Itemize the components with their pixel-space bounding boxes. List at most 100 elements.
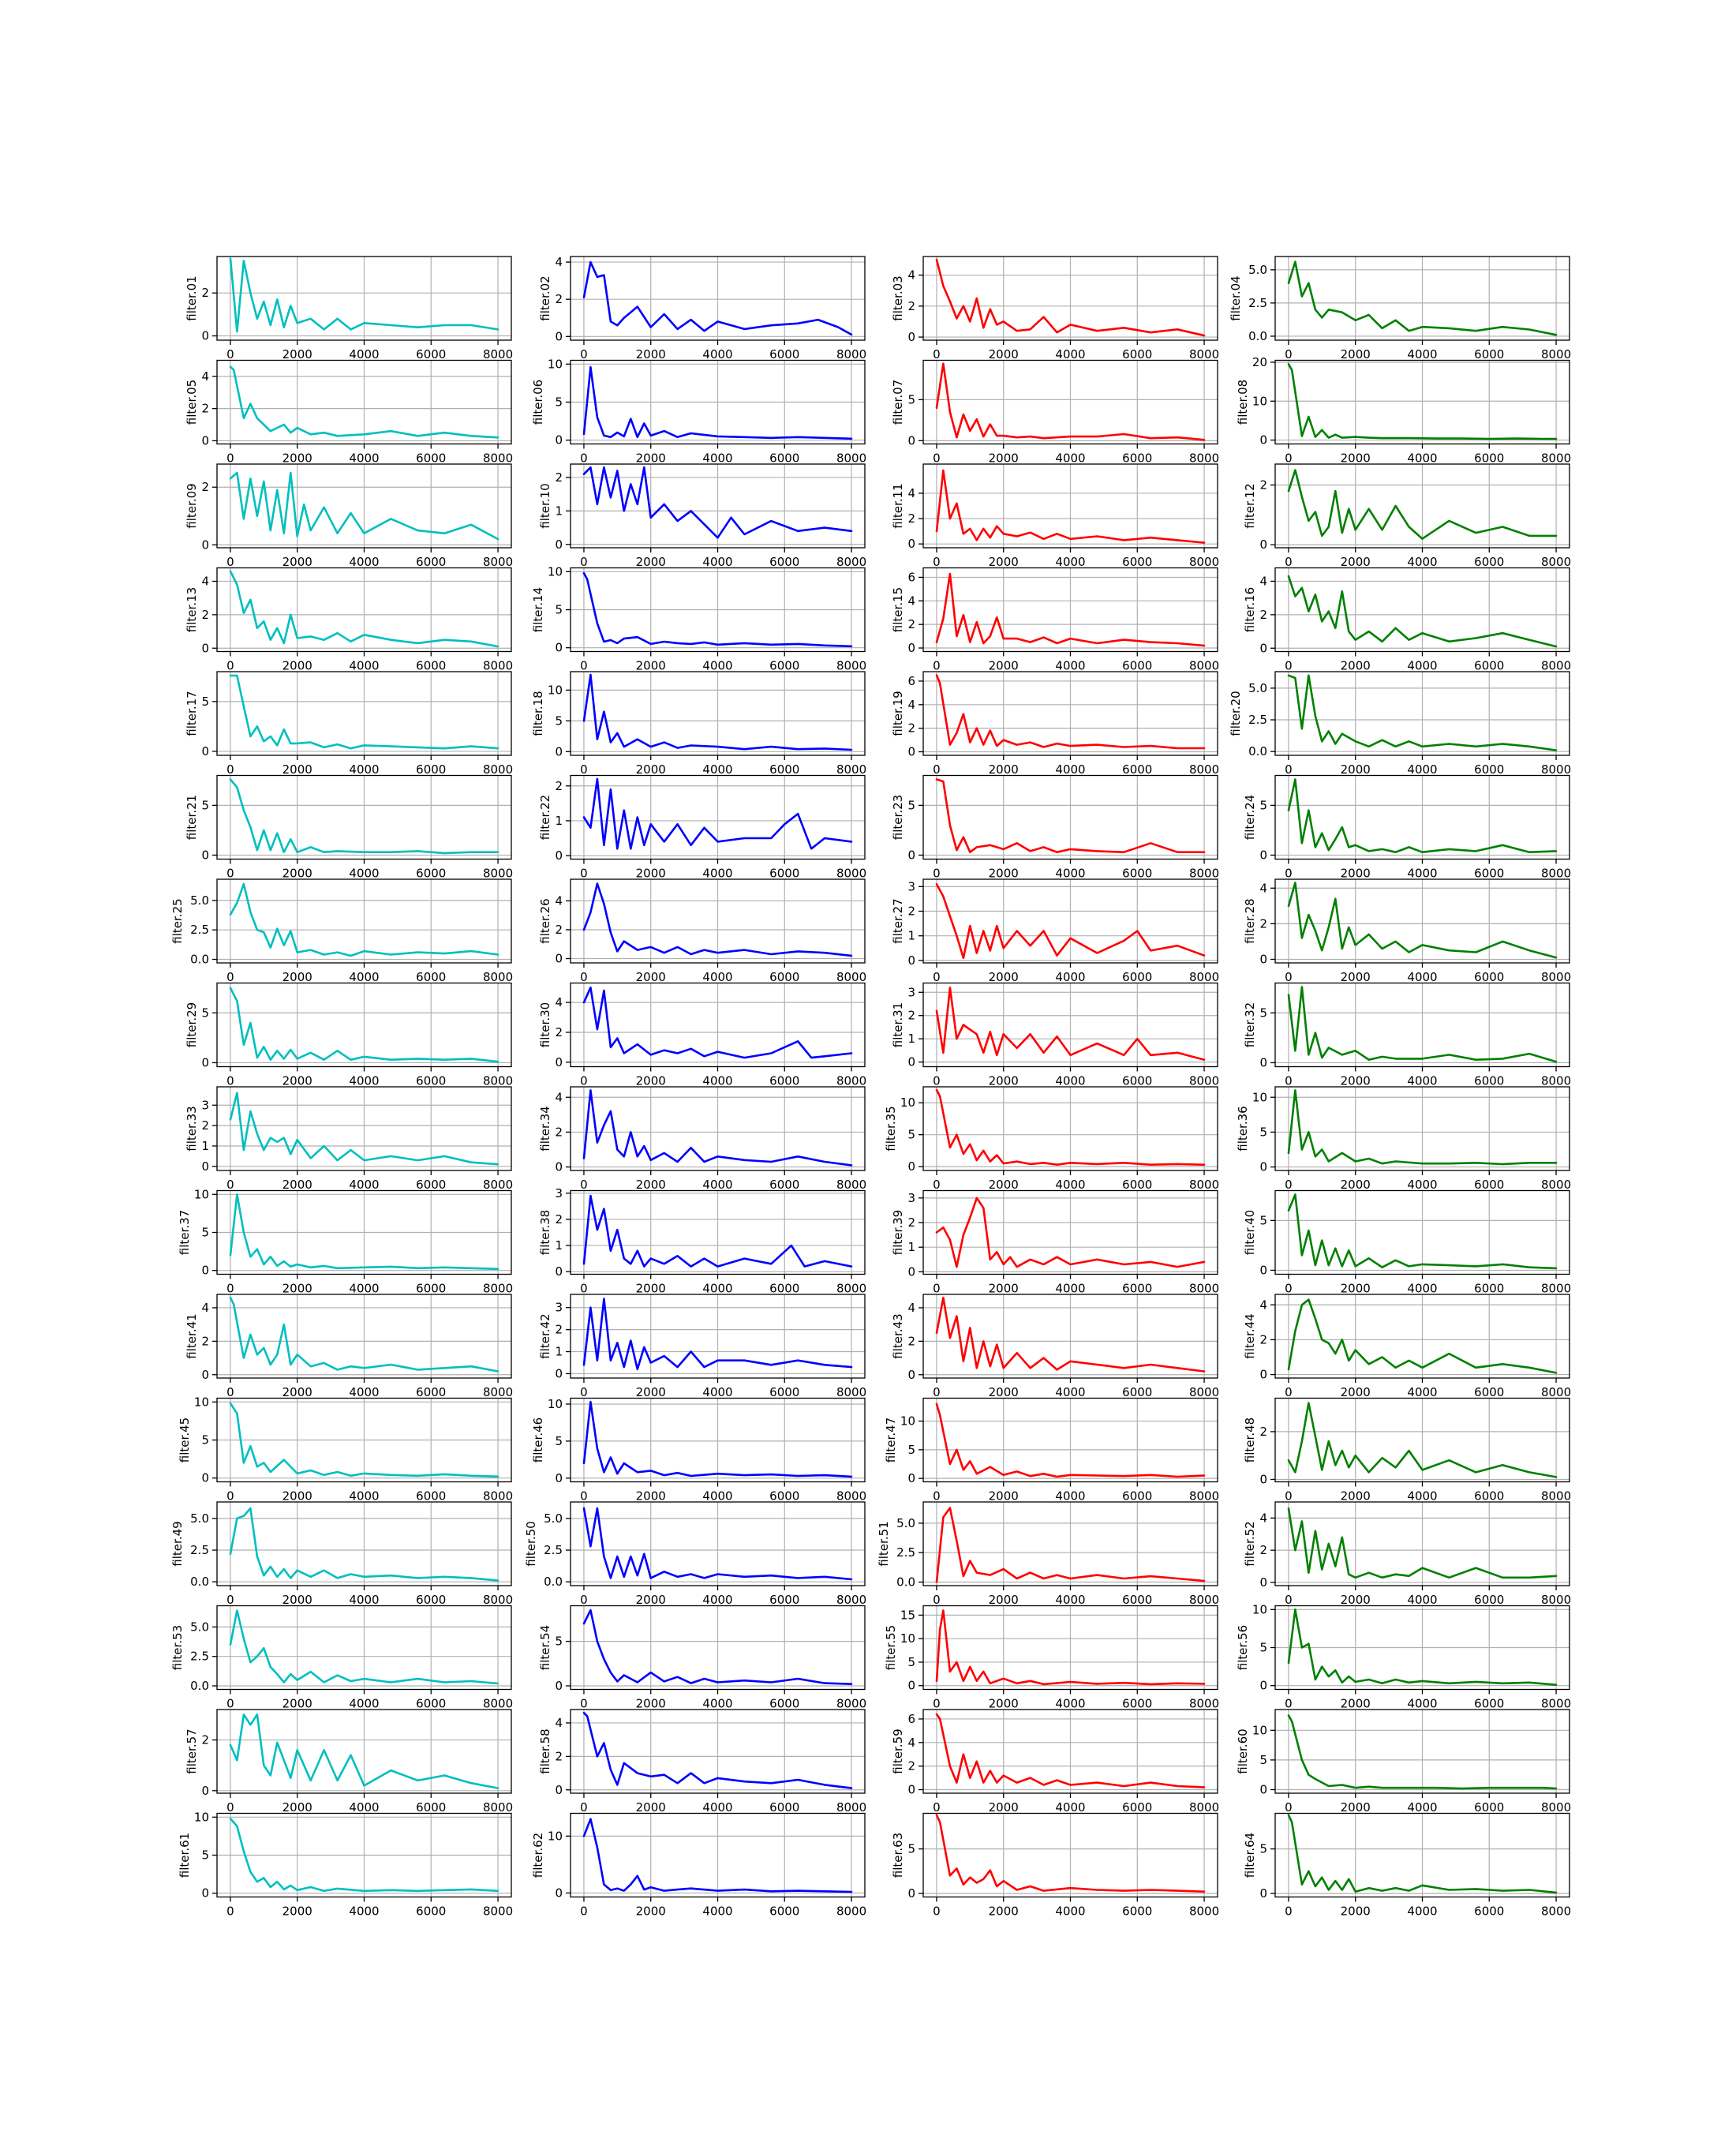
x-tick-label: 6000 — [769, 867, 799, 881]
x-tick-label: 6000 — [1474, 1178, 1504, 1192]
y-tick-label: 15 — [900, 1608, 915, 1622]
x-tick-label: 6000 — [416, 1593, 446, 1607]
x-tick-label: 4000 — [1407, 347, 1437, 361]
x-tick-label: 0 — [1285, 1178, 1293, 1192]
x-tick-label: 6000 — [769, 1593, 799, 1607]
x-tick-label: 4000 — [1055, 970, 1085, 984]
x-tick-label: 2000 — [989, 1074, 1019, 1088]
y-tick-label: 6 — [907, 1712, 915, 1726]
x-tick-label: 6000 — [769, 659, 799, 673]
series-line-filter-47 — [935, 1403, 1206, 1478]
x-tick-label: 0 — [580, 867, 588, 881]
y-axis-label: filter.27 — [891, 898, 905, 943]
y-tick-label: 1 — [555, 814, 563, 828]
y-tick-label: 2 — [907, 617, 915, 631]
x-tick-label: 8000 — [483, 1904, 513, 1919]
y-tick-label: 10 — [1252, 1723, 1267, 1737]
x-tick-label: 6000 — [416, 347, 446, 361]
y-tick-label: 2 — [555, 923, 563, 937]
series-line-filter-41 — [229, 1296, 499, 1373]
x-tick-label: 2000 — [1341, 1904, 1371, 1919]
x-tick-label: 6000 — [1474, 659, 1504, 673]
y-tick-label: 1 — [555, 504, 563, 518]
y-tick-label: 0 — [555, 1366, 563, 1380]
x-tick-label: 4000 — [1407, 451, 1437, 466]
x-tick-label: 6000 — [1474, 451, 1504, 466]
x-tick-label: 6000 — [1474, 1282, 1504, 1296]
x-tick-label: 4000 — [1407, 970, 1437, 984]
y-tick-label: 0 — [555, 537, 563, 552]
x-tick-label: 8000 — [836, 1904, 866, 1919]
y-tick-label: 1 — [907, 1240, 915, 1254]
x-tick-label: 8000 — [1189, 1904, 1219, 1919]
y-tick-label: 2 — [555, 470, 563, 485]
x-tick-label: 4000 — [702, 970, 732, 984]
x-tick-label: 4000 — [702, 1282, 732, 1296]
y-tick-label: 0.0 — [896, 1575, 915, 1590]
x-tick-label: 0 — [933, 1904, 941, 1919]
y-tick-label: 3 — [555, 1186, 563, 1200]
y-tick-label: 2 — [1259, 916, 1267, 931]
x-tick-label: 2000 — [1341, 555, 1371, 569]
y-axis-label: filter.62 — [531, 1833, 545, 1878]
series-line-filter-62 — [582, 1818, 853, 1893]
y-tick-label: 4 — [1259, 1511, 1267, 1525]
y-tick-label: 2 — [907, 1334, 915, 1348]
y-axis-label: filter.11 — [891, 483, 905, 528]
y-tick-label: 5 — [1259, 1842, 1267, 1856]
x-tick-label: 6000 — [1474, 867, 1504, 881]
y-tick-label: 0 — [907, 537, 915, 551]
y-tick-label: 4 — [907, 698, 915, 712]
x-tick-label: 2000 — [282, 1697, 312, 1711]
series-line-filter-14 — [582, 571, 853, 648]
y-axis-label: filter.09 — [185, 483, 199, 528]
y-tick-label: 0 — [1259, 1263, 1267, 1277]
y-tick-label: 0 — [907, 1471, 915, 1485]
x-tick-label: 6000 — [1122, 1489, 1152, 1504]
y-tick-label: 0 — [555, 1264, 563, 1279]
x-tick-label: 8000 — [1541, 762, 1571, 777]
y-tick-label: 0 — [1259, 1055, 1267, 1069]
y-tick-label: 5 — [907, 798, 915, 812]
x-tick-label: 0 — [1285, 555, 1293, 569]
x-tick-label: 0 — [226, 1697, 234, 1711]
y-tick-label: 0 — [907, 641, 915, 655]
y-tick-label: 0 — [201, 1264, 209, 1278]
y-axis-label: filter.25 — [170, 898, 185, 943]
x-tick-label: 6000 — [1474, 1074, 1504, 1088]
y-tick-label: 2 — [201, 402, 209, 416]
x-tick-label: 8000 — [483, 1489, 513, 1504]
x-tick-label: 4000 — [702, 1489, 732, 1504]
x-tick-label: 8000 — [1541, 1593, 1571, 1607]
subplot-filter-04: 0 2000 4000 6000 8000 0.0 2.5 5.0 filter.04 — [1229, 256, 1571, 361]
x-tick-label: 0 — [580, 1385, 588, 1399]
x-tick-label: 2000 — [636, 1282, 666, 1296]
x-tick-label: 6000 — [416, 451, 446, 466]
y-tick-label: 0 — [907, 1264, 915, 1279]
y-axis-label: filter.57 — [185, 1728, 199, 1773]
x-tick-label: 8000 — [836, 451, 866, 466]
x-tick-label: 0 — [226, 1178, 234, 1192]
y-tick-label: 2 — [555, 1212, 563, 1227]
series-line-filter-13 — [229, 570, 499, 648]
series-line-filter-07 — [935, 362, 1206, 441]
x-tick-label: 6000 — [1474, 762, 1504, 777]
y-tick-label: 10 — [548, 564, 563, 579]
x-tick-label: 8000 — [1189, 1800, 1219, 1815]
x-tick-label: 6000 — [1122, 1074, 1152, 1088]
y-axis-label: filter.55 — [884, 1625, 898, 1670]
y-tick-label: 0 — [907, 1886, 915, 1901]
x-tick-label: 4000 — [349, 867, 379, 881]
x-tick-label: 2000 — [989, 970, 1019, 984]
series-line-filter-02 — [582, 260, 853, 336]
y-tick-label: 0.0 — [1248, 329, 1267, 343]
